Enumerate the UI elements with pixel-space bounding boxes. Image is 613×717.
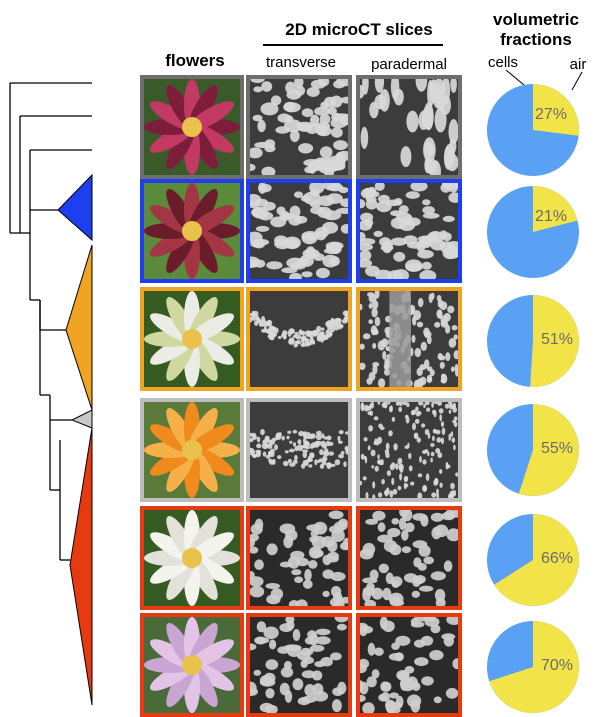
microct-underline <box>263 44 443 46</box>
phylogenetic-tree <box>9 82 93 706</box>
paradermal-slice-row4 <box>356 398 462 502</box>
flower-photo-row4 <box>140 398 244 502</box>
blue-clade <box>57 173 93 242</box>
flower-photo-row3 <box>140 287 244 391</box>
air-legend-label: air <box>569 56 587 73</box>
legend-leader-lines <box>505 69 583 91</box>
air-percent-label-row5: 66% <box>541 550 574 567</box>
paradermal-slice-row5 <box>356 506 462 610</box>
paradermal-header: paradermal <box>371 56 447 73</box>
air-percent-label-row6: 70% <box>541 657 574 674</box>
pie-row2 <box>487 186 579 278</box>
flowers-header: flowers <box>165 51 225 70</box>
flower-photo-row5 <box>140 506 244 610</box>
volumetric-header: volumetric <box>493 10 579 29</box>
microct-header: 2D microCT slices <box>285 20 433 39</box>
paradermal-slice-row2 <box>356 179 462 283</box>
transverse-header: transverse <box>265 54 337 71</box>
pie-cells-slice-row2 <box>487 186 579 278</box>
air-percent-label-row3: 51% <box>541 331 574 348</box>
transverse-slice-row1 <box>246 75 352 179</box>
cells-legend-label: cells <box>487 54 518 71</box>
fractions-header: fractions <box>500 30 572 49</box>
paradermal-slice-row3 <box>356 287 462 391</box>
flower-photo-row2 <box>140 179 244 283</box>
air-percent-label-row2: 21% <box>535 208 568 225</box>
gray-clade <box>70 409 93 429</box>
air-percent-label-row4: 55% <box>541 440 574 457</box>
transverse-slice-row6 <box>246 613 352 717</box>
paradermal-slice-row1 <box>356 75 462 179</box>
transverse-slice-row5 <box>246 506 352 610</box>
transverse-slice-row2 <box>246 179 352 283</box>
flower-photo-row6 <box>140 613 244 717</box>
air-percent-label-row1: 27% <box>535 106 568 123</box>
red-clade <box>69 427 93 706</box>
paradermal-slice-row6 <box>356 613 462 717</box>
transverse-slice-row4 <box>246 398 352 502</box>
flower-photo-row1 <box>140 75 244 179</box>
orange-clade <box>65 244 93 411</box>
transverse-slice-row3 <box>246 287 352 391</box>
